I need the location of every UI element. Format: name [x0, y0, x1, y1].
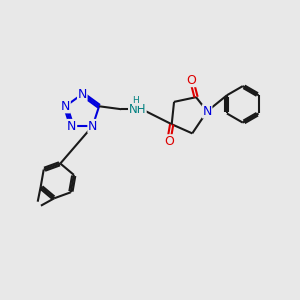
Text: O: O — [164, 135, 174, 148]
Text: N: N — [202, 105, 212, 118]
Text: N: N — [61, 100, 70, 113]
Text: N: N — [88, 119, 97, 133]
Text: N: N — [67, 119, 76, 133]
Text: N: N — [78, 88, 87, 100]
Text: NH: NH — [129, 103, 146, 116]
Text: H: H — [133, 97, 139, 106]
Text: O: O — [187, 74, 196, 87]
